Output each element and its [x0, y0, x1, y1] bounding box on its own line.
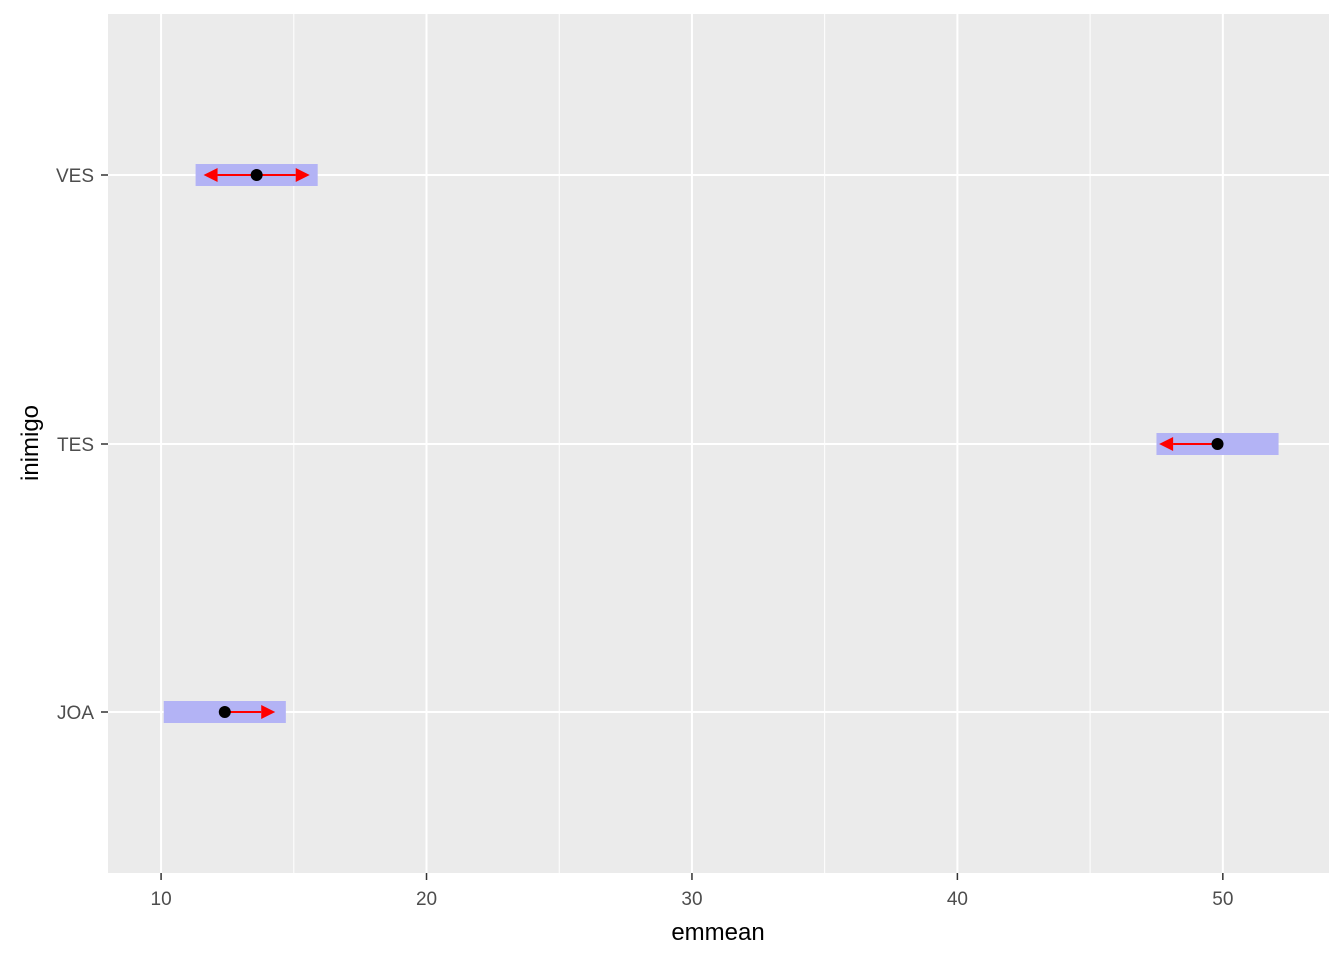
x-tick-label-20: 20 [416, 889, 437, 910]
x-axis: 10 20 30 40 50 [151, 873, 1233, 910]
y-axis-title: inimigo [17, 405, 44, 481]
point-tes [1211, 438, 1224, 450]
x-tick-label-50: 50 [1212, 889, 1233, 910]
arrow-right-ves-head [295, 168, 310, 182]
arrow-right-joa-head [261, 705, 276, 719]
y-axis: JOA TES VES [56, 166, 108, 724]
major-grid [108, 14, 1329, 873]
x-axis-title: emmean [671, 919, 764, 946]
emmean-points [218, 169, 1224, 718]
point-ves [250, 169, 263, 181]
y-tick-label-joa: JOA [57, 703, 94, 724]
point-joa [218, 706, 231, 718]
x-tick-label-40: 40 [947, 889, 968, 910]
y-tick-label-ves: VES [56, 166, 94, 187]
arrow-left-ves-head [203, 168, 218, 182]
comparison-arrows [203, 168, 1218, 719]
x-tick-label-30: 30 [681, 889, 702, 910]
x-tick-label-10: 10 [151, 889, 172, 910]
arrow-left-tes-head [1159, 437, 1174, 451]
y-tick-label-tes: TES [57, 435, 94, 456]
